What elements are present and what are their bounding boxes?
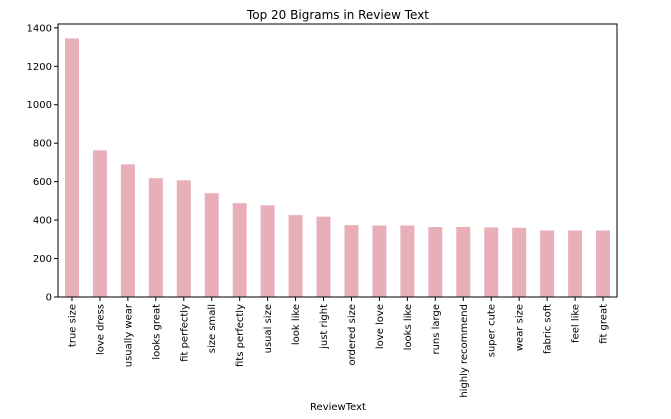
x-tick-label: look like (291, 304, 302, 345)
x-tick-label: highly recommend (459, 304, 470, 398)
y-tick-label: 200 (33, 254, 52, 265)
bar-runs-large (428, 227, 443, 297)
bar-highly-recommend (456, 227, 471, 297)
x-tick-label: true size (67, 304, 78, 347)
y-axis: 0 200 400 600 800 1000 1200 1400 (27, 23, 58, 304)
bar-true-size (64, 38, 79, 298)
y-tick-label: 0 (46, 293, 52, 304)
x-tick-label: love love (375, 304, 386, 349)
bar-just-right (316, 216, 331, 297)
x-tick-label: usually wear (123, 303, 134, 367)
bar-love-dress (92, 150, 107, 297)
x-tick-label: fabric soft (543, 304, 554, 354)
x-tick-label: fit perfectly (179, 304, 190, 362)
x-tick-label: just right (319, 304, 330, 350)
x-tick-label: runs large (431, 304, 442, 355)
y-tick-label: 800 (33, 139, 52, 150)
bar-ordered-size (344, 225, 359, 297)
y-tick-label: 600 (33, 177, 52, 188)
x-tick-label: size small (207, 304, 218, 353)
bar-feel-like (568, 230, 583, 297)
bar-fabric-soft (540, 230, 555, 297)
y-tick-label: 1200 (27, 62, 52, 73)
x-axis: true size love dress usually wear looks gre… (67, 297, 610, 398)
bar-looks-like (400, 225, 415, 297)
x-tick-label: love dress (95, 304, 106, 355)
x-tick-label: ordered size (347, 304, 358, 366)
y-tick-label: 400 (33, 216, 52, 227)
chart-title: Top 20 Bigrams in Review Text (246, 8, 429, 22)
bar-fit-perfectly (176, 180, 191, 297)
bar-love-love (372, 225, 387, 297)
bar-usually-wear (120, 164, 135, 297)
bar-super-cute (484, 227, 499, 297)
bar-wear-size (512, 227, 527, 297)
x-tick-label: super cute (487, 304, 498, 357)
x-tick-label: feel like (571, 304, 582, 343)
x-tick-label: fit great (599, 304, 610, 344)
y-tick-label: 1000 (27, 100, 52, 111)
x-tick-label: wear size (515, 304, 526, 351)
x-tick-label: looks great (151, 304, 162, 360)
x-tick-label: looks like (403, 304, 414, 350)
x-tick-label: usual size (263, 304, 274, 353)
bars-group (64, 38, 611, 298)
bar-fits-perfectly (232, 203, 247, 297)
x-axis-label: ReviewText (310, 402, 366, 413)
plot-frame (57, 23, 618, 298)
bar-size-small (204, 193, 219, 297)
bar-looks-great (148, 178, 163, 297)
y-tick-label: 1400 (27, 23, 52, 34)
bar-fit-great (596, 230, 611, 297)
bar-usual-size (260, 205, 275, 297)
x-tick-label: fits perfectly (235, 304, 246, 367)
bar-look-like (288, 215, 303, 297)
